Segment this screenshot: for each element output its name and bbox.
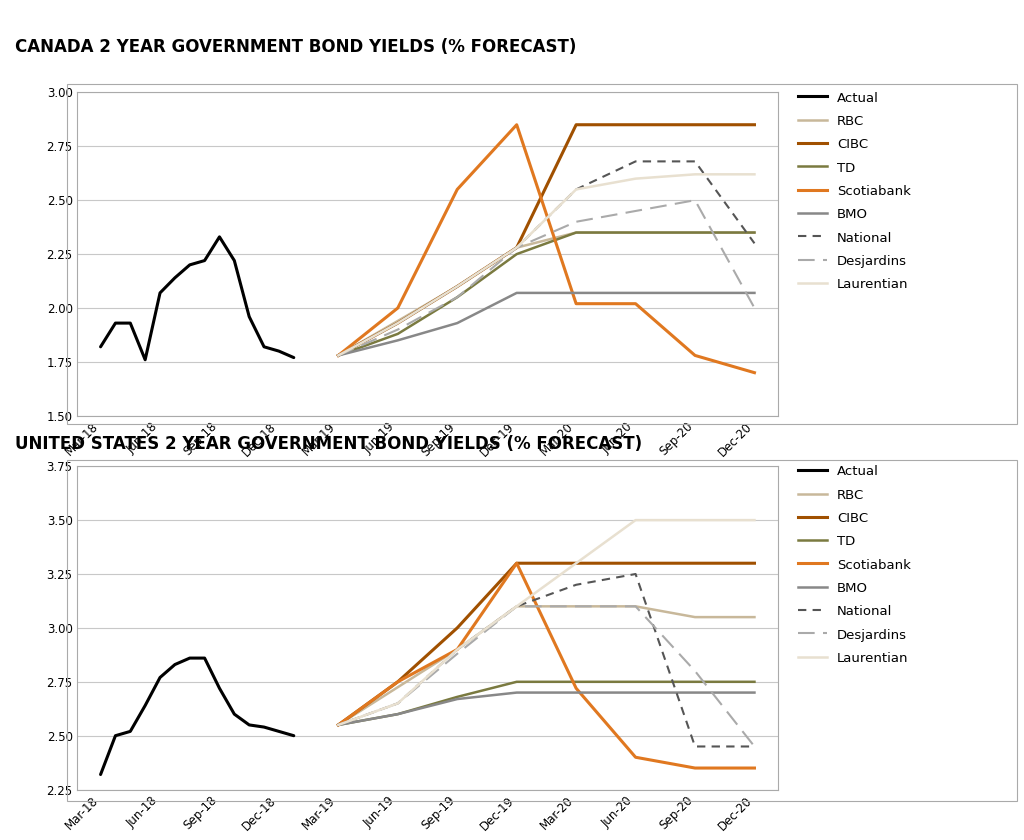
Legend: Actual, RBC, CIBC, TD, Scotiabank, BMO, National, Desjardins, Laurentian: Actual, RBC, CIBC, TD, Scotiabank, BMO, … <box>793 459 916 670</box>
Legend: Actual, RBC, CIBC, TD, Scotiabank, BMO, National, Desjardins, Laurentian: Actual, RBC, CIBC, TD, Scotiabank, BMO, … <box>793 86 916 297</box>
Text: UNITED STATES 2 YEAR GOVERNMENT BOND YIELDS (% FORECAST): UNITED STATES 2 YEAR GOVERNMENT BOND YIE… <box>15 435 642 453</box>
Text: CANADA 2 YEAR GOVERNMENT BOND YIELDS (% FORECAST): CANADA 2 YEAR GOVERNMENT BOND YIELDS (% … <box>15 38 577 55</box>
